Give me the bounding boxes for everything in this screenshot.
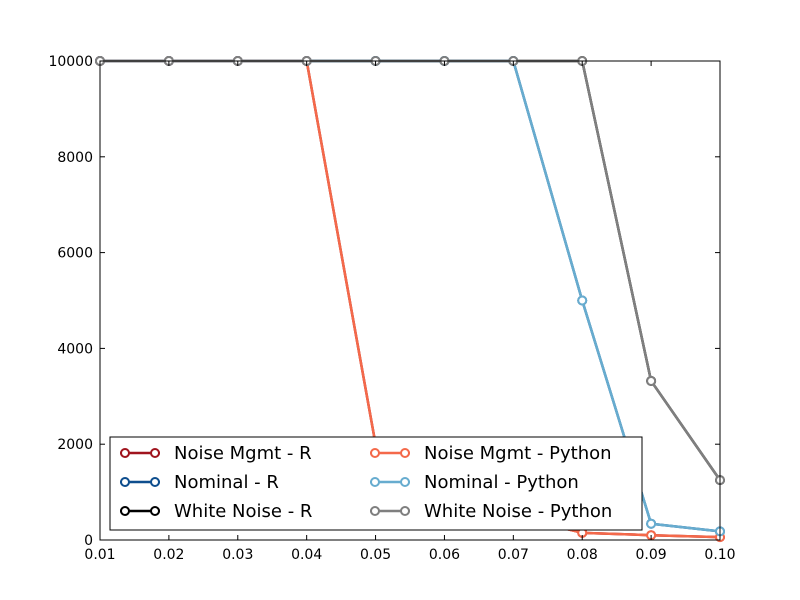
legend-swatch-marker (150, 506, 160, 516)
x-tick-label: 0.02 (153, 547, 184, 563)
legend-label: Noise Mgmt - Python (424, 443, 612, 464)
y-tick-label: 2000 (57, 437, 93, 453)
series-white-noise-r (95, 56, 725, 486)
x-tick-label: 0.05 (360, 547, 391, 563)
legend-item: White Noise - Python (370, 501, 612, 522)
legend-item: Noise Mgmt - R (120, 443, 312, 464)
x-tick-label: 0.04 (291, 547, 322, 563)
legend-item: White Noise - R (120, 501, 312, 522)
x-tick-label: 0.07 (498, 547, 529, 563)
legend-swatch-marker (150, 477, 160, 487)
legend-swatch-marker (150, 448, 160, 458)
x-tick-label: 0.01 (84, 547, 115, 563)
legend-label: White Noise - Python (424, 501, 612, 522)
legend-label: White Noise - R (174, 501, 312, 522)
legend-swatch-marker (400, 506, 410, 516)
data-point (646, 375, 657, 386)
legend-item: Nominal - R (120, 472, 279, 493)
legend-label: Noise Mgmt - R (174, 443, 312, 464)
x-tick-label: 0.08 (567, 547, 598, 563)
plot-area-frame (99, 60, 721, 541)
legend-label: Nominal - Python (424, 472, 579, 493)
legend-swatch-marker (370, 448, 380, 458)
data-point (646, 518, 657, 529)
data-point (577, 295, 588, 306)
y-tick-label: 6000 (57, 246, 93, 262)
y-tick-label: 10000 (48, 54, 93, 70)
legend-item: Noise Mgmt - Python (370, 443, 612, 464)
y-tick-label: 4000 (57, 341, 93, 357)
legend: Noise Mgmt - R Nominal - R White Noise - R… (109, 436, 643, 531)
legend-swatch-marker (400, 448, 410, 458)
legend-swatch-marker (120, 448, 130, 458)
legend-item: Nominal - Python (370, 472, 579, 493)
series-line (100, 59, 722, 481)
legend-swatch-marker (370, 506, 380, 516)
legend-swatch-marker (400, 477, 410, 487)
legend-swatch-marker (370, 477, 380, 487)
series-white-noise-python (95, 56, 725, 486)
x-tick-label: 0.03 (222, 547, 253, 563)
y-tick-label: 8000 (57, 150, 93, 166)
axis-ticks: 0.01 0.02 0.03 0.04 0.05 0.06 0.07 0.08 0.09 0.10… (48, 54, 735, 563)
legend-label: Nominal - R (174, 472, 279, 493)
x-tick-label: 0.10 (704, 547, 735, 563)
y-tick-label: 0 (84, 533, 93, 549)
x-tick-label: 0.09 (636, 547, 667, 563)
legend-swatch-marker (120, 506, 130, 516)
x-tick-label: 0.06 (429, 547, 460, 563)
legend-swatch-marker (120, 477, 130, 487)
